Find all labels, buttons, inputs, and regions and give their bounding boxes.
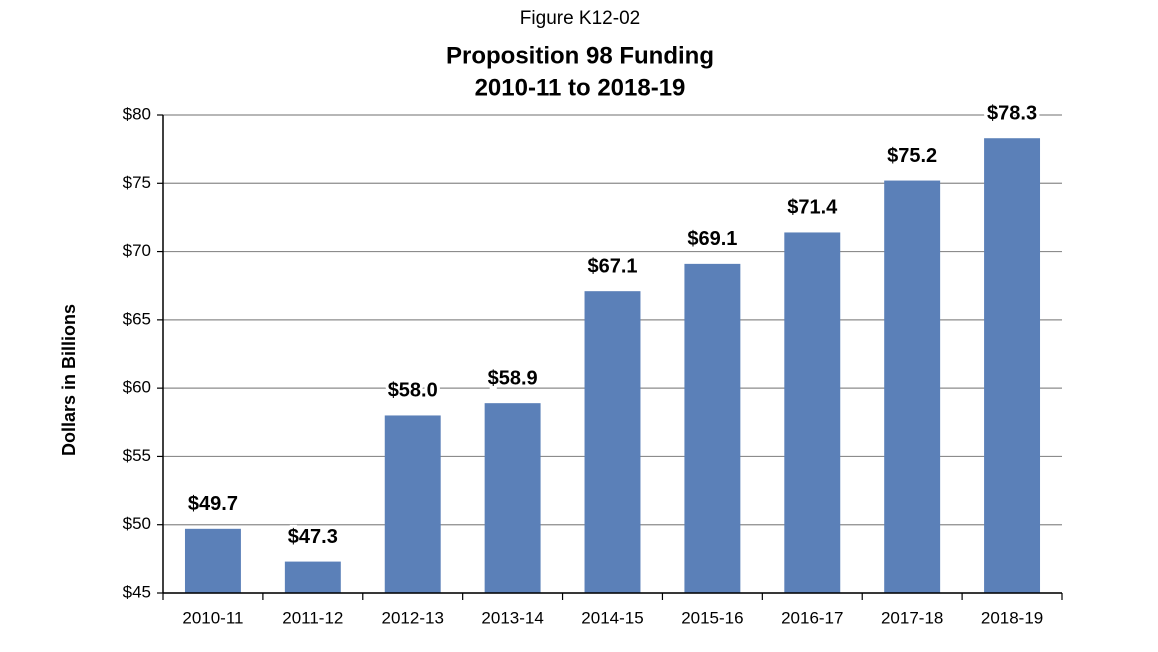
value-label: $47.3 [288, 526, 338, 548]
bar [784, 232, 841, 594]
value-label: $75.2 [887, 145, 937, 167]
y-tick-label: $80 [123, 104, 151, 123]
value-label: $58.0 [388, 380, 438, 402]
x-tick-label: 2015-16 [681, 608, 743, 627]
bar [884, 180, 941, 593]
x-tick-label: 2018-19 [981, 608, 1043, 627]
y-tick-label: $60 [123, 378, 151, 397]
y-tick-label: $55 [123, 446, 151, 465]
bar [684, 263, 741, 593]
bar [584, 291, 641, 593]
bar [484, 403, 541, 593]
chart-subtitle: 2010-11 to 2018-19 [475, 74, 686, 101]
bar [184, 528, 241, 593]
bar [284, 561, 341, 593]
y-tick-label: $50 [123, 514, 151, 533]
x-tick-label: 2016-17 [781, 608, 843, 627]
bar [984, 138, 1041, 593]
y-tick-label: $65 [123, 309, 151, 328]
x-tick-label: 2017-18 [881, 608, 943, 627]
chart-title: Proposition 98 Funding [446, 42, 714, 69]
x-tick-label: 2012-13 [382, 608, 444, 627]
value-label: $49.7 [188, 493, 238, 515]
value-label: $58.9 [488, 367, 538, 389]
value-label: $78.3 [987, 102, 1037, 124]
x-tick-label: 2011-12 [282, 608, 343, 627]
y-tick-label: $75 [123, 173, 151, 192]
value-label: $69.1 [687, 228, 737, 250]
y-tick-label: $70 [123, 241, 151, 260]
y-axis-label: Dollars in Billions [59, 304, 79, 456]
value-label: $71.4 [787, 197, 838, 219]
x-tick-label: 2014-15 [581, 608, 643, 627]
value-label: $67.1 [587, 255, 637, 277]
bar [384, 415, 441, 593]
figure-label: Figure K12-02 [520, 8, 640, 29]
y-tick-label: $45 [123, 582, 151, 601]
x-tick-label: 2013-14 [481, 608, 543, 627]
x-tick-label: 2010-11 [182, 608, 243, 627]
